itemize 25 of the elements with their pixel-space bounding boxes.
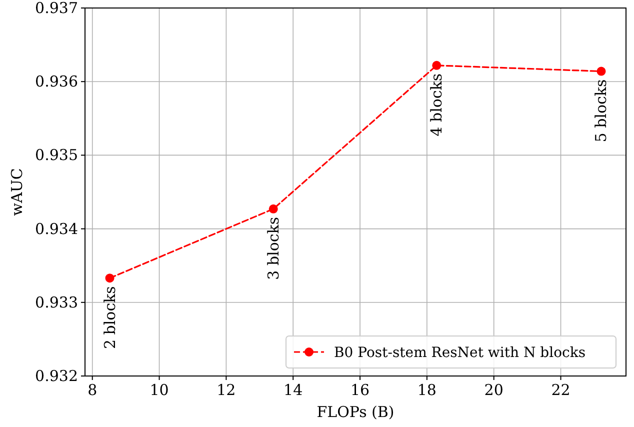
point [596,66,606,76]
annotation: 4 blocks [428,73,446,136]
x-tick-label: 20 [484,381,504,399]
point [432,60,442,70]
x-tick-label: 14 [284,381,303,399]
point [105,274,114,283]
annotation: 2 blocks [100,286,119,350]
x-tick-label: 22 [551,381,570,399]
x-tick-label: 8 [88,381,98,399]
x-tick-label: 16 [350,381,370,399]
x-axis-title: FLOPs (B) [316,403,394,421]
y-tick-label: 0.933 [35,293,78,312]
x-tick-label: 12 [216,381,236,399]
x-tick-label: 10 [150,381,169,399]
y-tick-label: 0.935 [35,146,78,164]
y-tick-label: 0.932 [35,367,78,385]
y-tick-label: 0.936 [35,72,78,91]
y-tick-label: 0.934 [35,220,78,238]
annotation: 3 blocks [264,216,282,280]
y-axis-title: wAUC [8,168,26,216]
point [268,204,278,214]
annotation: 5 blocks [592,79,610,142]
x-tick-label: 18 [417,381,436,399]
legend-label: B0 Post-stem ResNet with N blocks [334,345,586,361]
y-tick-label: 0.937 [35,0,78,17]
